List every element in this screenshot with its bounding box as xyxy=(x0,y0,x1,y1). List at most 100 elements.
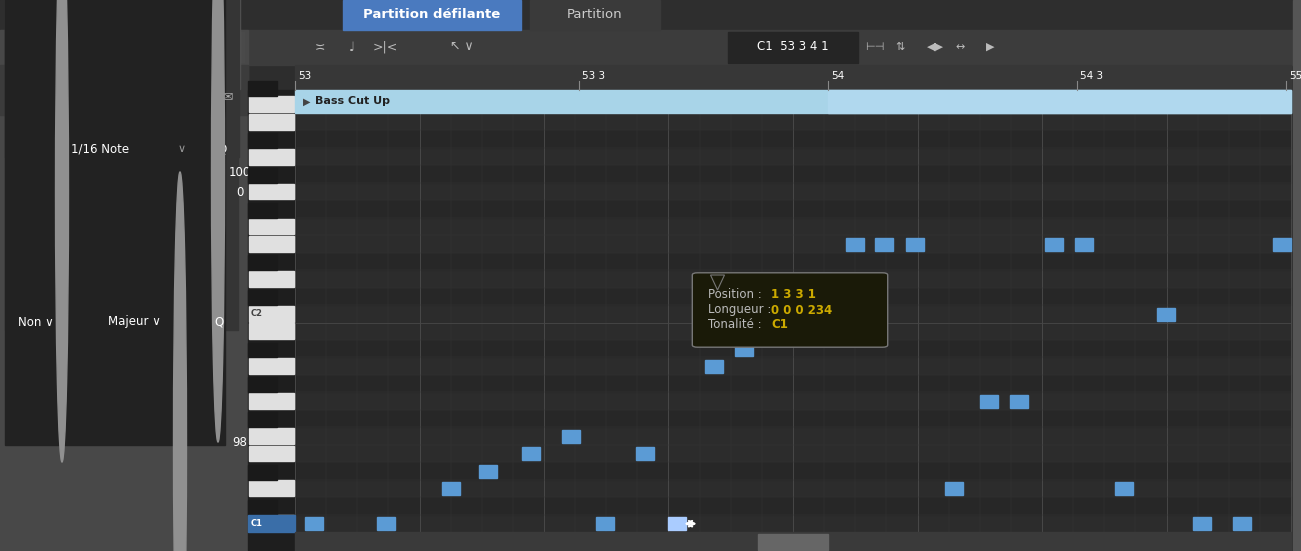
Bar xyxy=(248,323,294,339)
Bar xyxy=(248,255,277,270)
Bar xyxy=(522,447,540,461)
Bar xyxy=(5,0,68,330)
Bar xyxy=(248,515,294,531)
Bar xyxy=(248,236,294,252)
Bar xyxy=(735,343,753,356)
Ellipse shape xyxy=(56,0,69,462)
Bar xyxy=(248,149,294,165)
Text: ↔: ↔ xyxy=(955,42,964,52)
Bar xyxy=(530,0,660,30)
Bar xyxy=(248,114,294,129)
Bar xyxy=(248,90,295,551)
Text: Tonalité :: Tonalité : xyxy=(708,318,765,332)
Text: Présentation ∨: Présentation ∨ xyxy=(157,42,239,52)
Bar xyxy=(846,238,864,251)
Bar xyxy=(295,201,1291,218)
Bar xyxy=(295,462,1291,479)
Text: Longueur :: Longueur : xyxy=(708,304,774,316)
Text: 1 3 3 1: 1 3 3 1 xyxy=(771,289,816,301)
Text: 55: 55 xyxy=(1289,71,1301,81)
Bar xyxy=(248,515,295,532)
Ellipse shape xyxy=(173,172,186,551)
Text: 100: 100 xyxy=(229,166,251,180)
Bar xyxy=(55,0,220,175)
Text: Partition défilante: Partition défilante xyxy=(363,8,501,21)
Bar xyxy=(729,32,857,63)
Bar xyxy=(295,113,1291,532)
Bar xyxy=(1010,395,1028,408)
Bar xyxy=(667,517,686,530)
Bar xyxy=(160,32,245,63)
Bar xyxy=(758,534,827,550)
Text: Une note sélectionnée: Une note sélectionnée xyxy=(29,78,185,90)
Bar xyxy=(248,480,294,496)
Bar xyxy=(248,133,277,148)
Bar xyxy=(248,377,277,392)
Bar xyxy=(596,517,614,530)
Bar xyxy=(0,30,1301,65)
Text: Swing: Swing xyxy=(9,186,44,199)
Text: 98: 98 xyxy=(233,435,247,449)
Text: C2: C2 xyxy=(251,309,263,318)
Bar xyxy=(248,393,294,409)
Text: Quantification de la gamme: Quantification de la gamme xyxy=(56,290,193,300)
Bar xyxy=(1157,307,1175,321)
Bar xyxy=(781,307,799,321)
Text: dans Bass Cut UP: dans Bass Cut UP xyxy=(57,94,155,104)
Bar xyxy=(295,497,1291,515)
Bar xyxy=(295,65,1291,90)
Text: Force: Force xyxy=(9,166,40,180)
Text: 0: 0 xyxy=(237,186,243,199)
Bar xyxy=(1233,517,1252,530)
Bar xyxy=(213,0,239,89)
Bar xyxy=(0,30,248,551)
Text: ≍: ≍ xyxy=(315,41,325,53)
Bar xyxy=(248,168,277,183)
Text: ⊢⊣: ⊢⊣ xyxy=(865,42,885,52)
Bar xyxy=(1075,238,1093,251)
Text: ∨: ∨ xyxy=(178,144,186,154)
Bar xyxy=(295,375,1291,392)
Bar xyxy=(980,395,998,408)
Bar xyxy=(206,0,239,157)
Bar xyxy=(0,0,1301,30)
Bar xyxy=(295,165,1291,183)
Bar xyxy=(636,447,653,461)
Bar xyxy=(562,430,580,443)
Bar xyxy=(1115,482,1133,495)
Bar xyxy=(295,288,1291,305)
Bar xyxy=(304,517,323,530)
Text: ▶: ▶ xyxy=(303,96,311,106)
Text: ⇅: ⇅ xyxy=(895,42,904,52)
Bar xyxy=(248,203,277,218)
Bar xyxy=(295,340,1291,358)
Bar xyxy=(248,306,294,322)
Bar xyxy=(248,343,277,358)
Bar xyxy=(874,238,892,251)
Bar xyxy=(55,0,220,195)
Bar xyxy=(0,65,248,115)
Bar xyxy=(248,290,277,305)
Text: Non ∨: Non ∨ xyxy=(18,316,53,328)
Bar xyxy=(705,360,723,373)
Bar xyxy=(248,465,277,479)
Text: Q: Q xyxy=(215,316,224,328)
Bar xyxy=(248,500,277,515)
Bar xyxy=(827,90,1291,113)
Text: Bass Cut Up: Bass Cut Up xyxy=(315,96,390,106)
Text: ♩: ♩ xyxy=(349,41,355,53)
Text: ◀▶: ◀▶ xyxy=(926,42,943,52)
Text: 0 0 0 234: 0 0 0 234 xyxy=(771,304,833,316)
Bar xyxy=(295,131,1291,148)
Bar xyxy=(248,428,294,444)
Text: C1: C1 xyxy=(251,519,263,528)
Text: C1  53 3 4 1: C1 53 3 4 1 xyxy=(757,41,829,53)
Bar xyxy=(377,517,394,530)
Bar xyxy=(946,482,963,495)
Text: 53 3: 53 3 xyxy=(582,71,605,81)
Bar xyxy=(1045,238,1063,251)
Bar xyxy=(5,0,225,445)
Text: Édition ∨: Édition ∨ xyxy=(10,42,61,52)
Bar xyxy=(1193,517,1211,530)
Bar xyxy=(295,90,1291,113)
